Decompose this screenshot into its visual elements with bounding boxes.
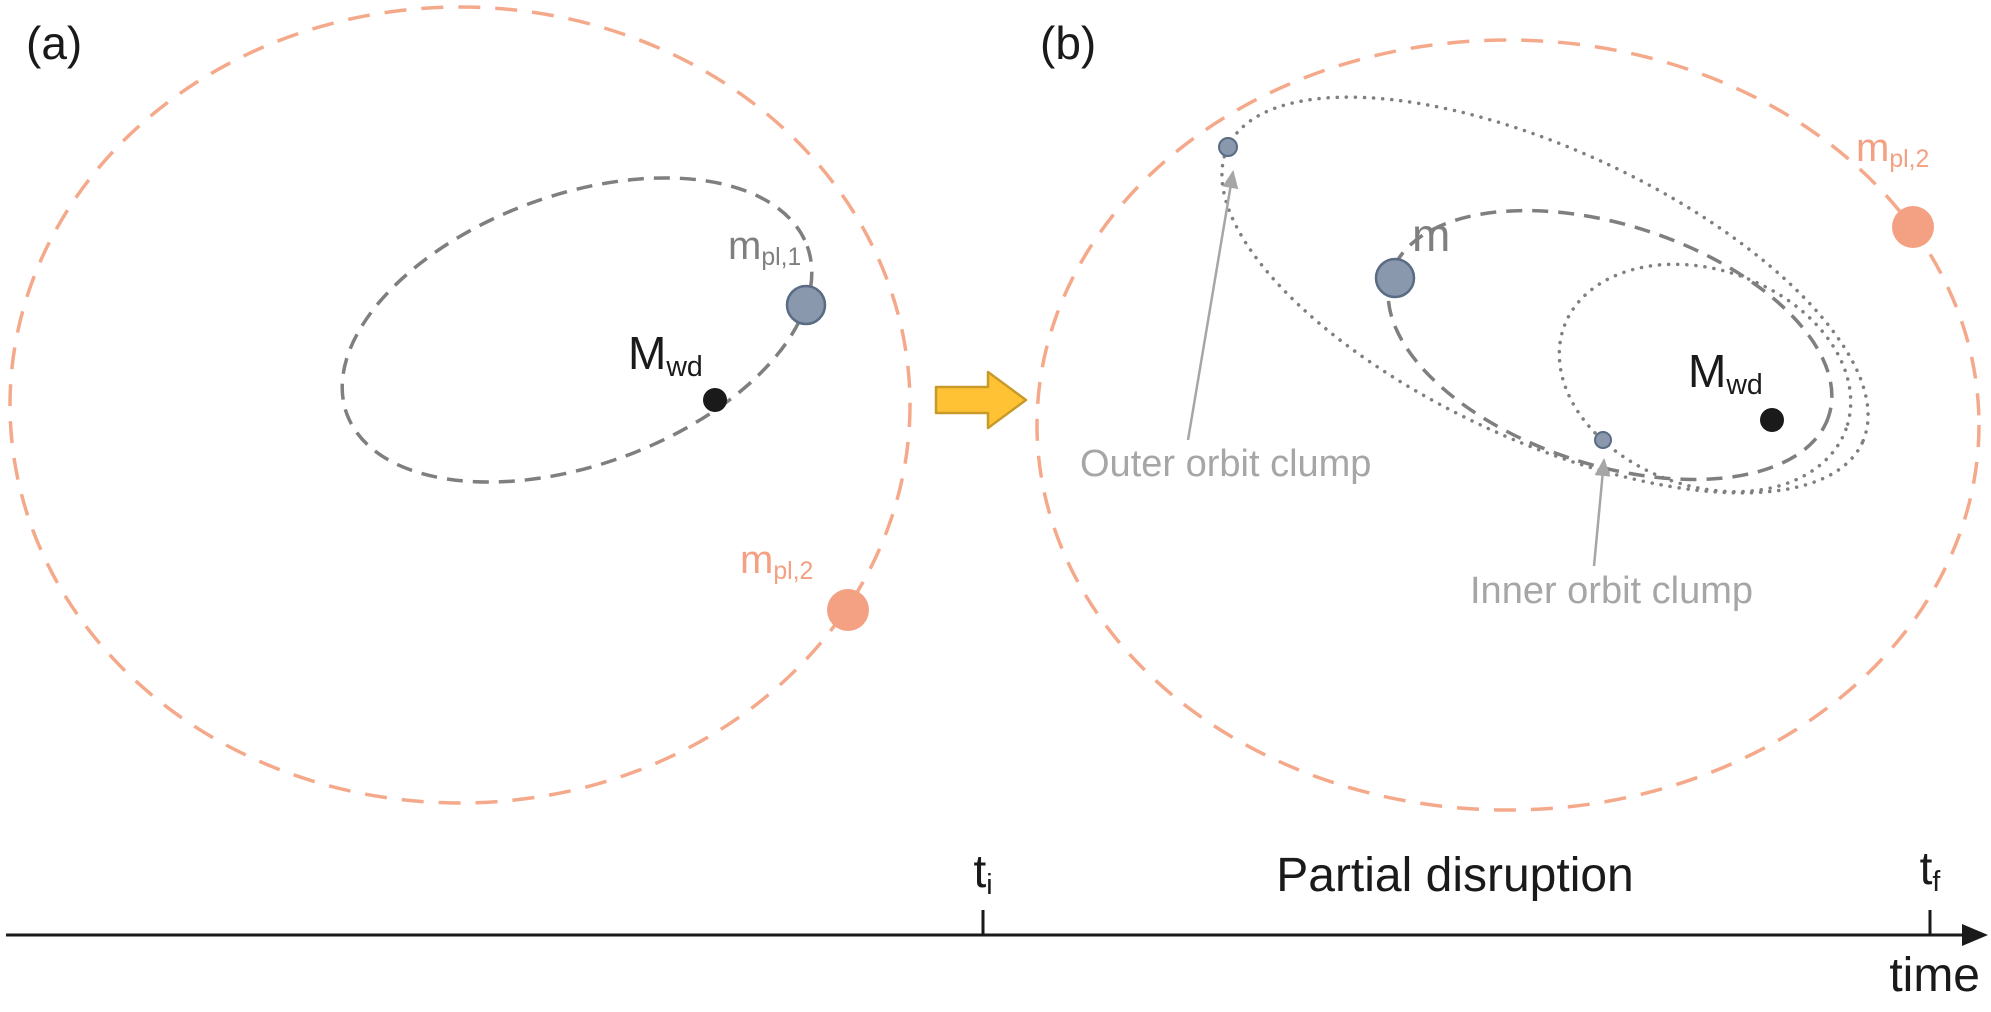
planet2-label-b-sub: pl,2	[1889, 146, 1930, 174]
planet2-label-a: mpl,2	[740, 540, 813, 585]
white-dwarf-label-a-sub: wd	[666, 351, 703, 384]
planet1-dot	[785, 284, 827, 326]
planet2-label-b: mpl,2	[1856, 128, 1929, 173]
remnant-planet-label: m	[1412, 212, 1450, 264]
t-final-label-sub: f	[1932, 866, 1941, 899]
outer-clump-label: Outer orbit clump	[1080, 443, 1372, 485]
outer-clump-dot	[1218, 137, 1238, 157]
inner-clump-label: Inner orbit clump	[1470, 570, 1754, 612]
white-dwarf-dot-a	[703, 388, 727, 412]
planet2-dot-b	[1892, 206, 1934, 248]
t-initial-label-main: t	[973, 845, 987, 897]
white-dwarf-dot-b	[1760, 408, 1784, 432]
panel-a-label: (a)	[26, 17, 83, 69]
planet2-label-a-main: m	[740, 538, 774, 582]
planet2-label-b-main: m	[1856, 126, 1890, 170]
planet2-dot-a	[827, 589, 869, 631]
outer-orbit-ellipse-b	[1035, 38, 1981, 812]
inner-clump-dot	[1594, 431, 1612, 449]
outer-clump-arrow	[1186, 170, 1239, 441]
partial-disruption-label: Partial disruption	[1276, 849, 1634, 902]
planet1-label: mpl,1	[728, 226, 801, 271]
inner-orbit-ellipse-a	[340, 176, 814, 484]
remnant-planet-label-main: m	[1412, 209, 1451, 261]
t-final-label-main: t	[1919, 842, 1933, 894]
remnant-planet-dot	[1374, 257, 1416, 299]
time-axis-arrowhead-icon	[1962, 924, 1988, 946]
white-dwarf-label-b: Mwd	[1688, 348, 1763, 400]
transition-arrow-icon	[934, 370, 1028, 430]
planet1-label-main: m	[728, 224, 762, 268]
planet2-label-a-sub: pl,2	[773, 558, 814, 586]
panel-b-label: (b)	[1040, 17, 1097, 69]
white-dwarf-label-b-main: M	[1688, 345, 1727, 397]
outer-orbit-ellipse-a	[8, 5, 912, 805]
remnant-orbit-ellipse-b	[1386, 208, 1834, 482]
white-dwarf-label-a-main: M	[628, 327, 667, 379]
t-initial-label-sub: i	[986, 869, 993, 902]
t-initial-label: ti	[961, 848, 1005, 900]
outer-clump-orbit-ellipse	[1220, 95, 1870, 495]
planet1-label-sub: pl,1	[761, 244, 802, 272]
inner-clump-arrow	[1592, 458, 1611, 567]
white-dwarf-label-b-sub: wd	[1726, 369, 1763, 402]
t-final-label: tf	[1908, 845, 1952, 897]
white-dwarf-label-a: Mwd	[628, 330, 703, 382]
time-axis-label: time	[1889, 949, 1980, 1002]
